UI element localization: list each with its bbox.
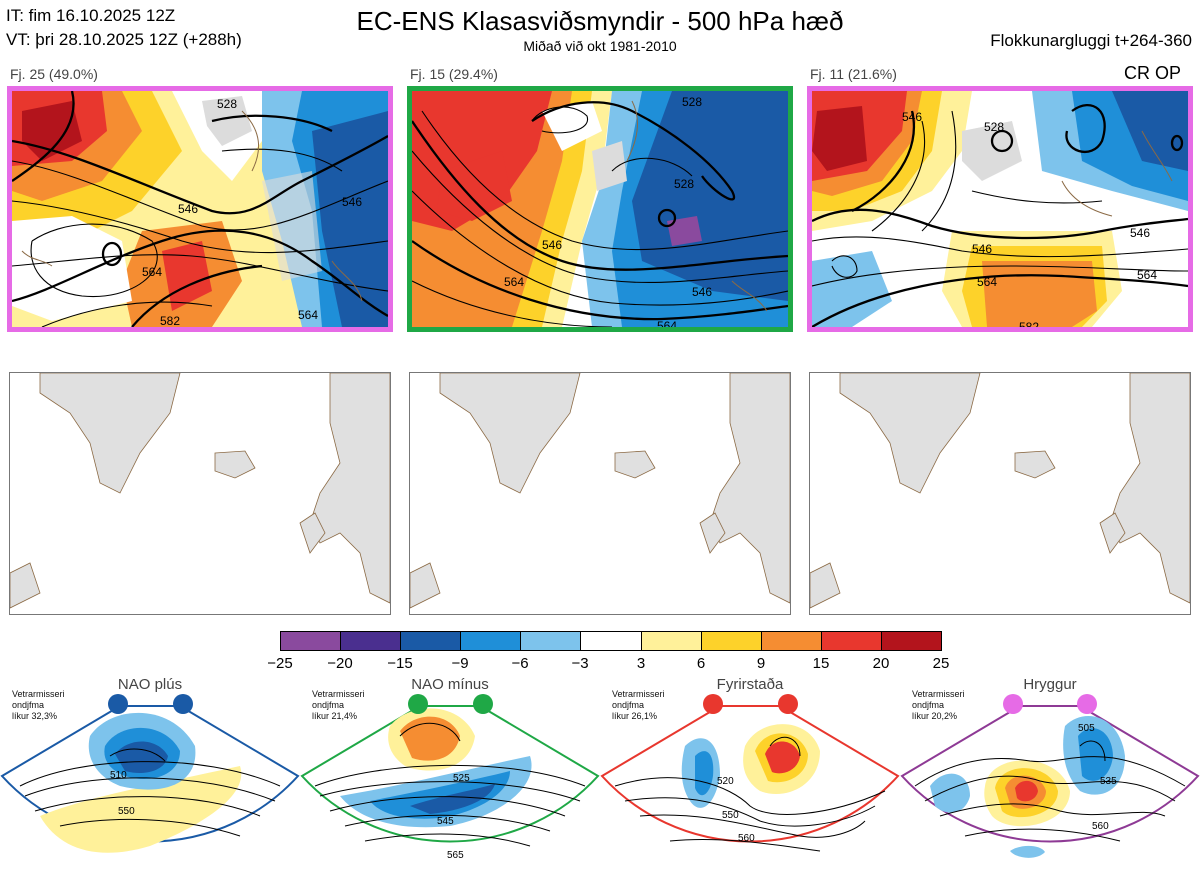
colorbar-tick: −20 (327, 655, 353, 672)
colorbar-tick: 20 (872, 655, 890, 672)
regime-name: NAO plús (117, 676, 183, 693)
colorbar-swatch (701, 632, 762, 650)
colorbar-tick: −3 (571, 655, 589, 672)
contour-label: 564 (657, 319, 677, 327)
base-map-2[interactable] (409, 372, 791, 615)
contour-label: 564 (504, 275, 524, 289)
colorbar-tick: −6 (511, 655, 529, 672)
colorbar-swatch (821, 632, 882, 650)
contour-label: 528 (217, 97, 237, 111)
regime-contour-label: 535 (1100, 776, 1117, 787)
contour-label: 546 (1130, 226, 1150, 240)
cluster-map-1[interactable]: 528 546 546 564 564 582 (7, 86, 393, 332)
panel-3-label: Fj. 11 (21.6%) (810, 66, 897, 82)
regime-contour-label: 520 (717, 776, 734, 787)
cluster-map-3-field: 528 546 546 546 564 564 582 (812, 91, 1188, 327)
contour-label: 582 (1019, 320, 1039, 327)
contour-label: 564 (1137, 268, 1157, 282)
base-map-2-land (410, 373, 790, 609)
regime-contour-label: 560 (1092, 821, 1109, 832)
colorbar-swatch (461, 632, 522, 650)
regime-nao-minus[interactable]: 525 545 565 NAO mínus Vetrarmisseri ondj… (300, 676, 600, 871)
cluster-map-1-field: 528 546 546 564 564 582 (12, 91, 388, 327)
contour-label: 546 (972, 242, 992, 256)
page-title: EC-ENS Klasasviðsmyndir - 500 hPa hæð (356, 6, 844, 36)
colorbar (280, 631, 942, 651)
regime-name: Hryggur (1023, 676, 1077, 693)
colorbar-tick: 6 (696, 655, 706, 672)
panel-2-label: Fj. 15 (29.4%) (410, 66, 498, 82)
colorbar-swatch (341, 632, 402, 650)
colorbar-swatch (761, 632, 822, 650)
colorbar-tick: 3 (636, 655, 646, 672)
contour-label: 582 (160, 314, 180, 327)
colorbar-tick: −15 (387, 655, 413, 672)
colorbar-swatch (581, 632, 642, 650)
regime-contour-label: 560 (738, 833, 755, 844)
contour-label: 546 (342, 195, 362, 209)
crop-label: CR OP (1124, 63, 1182, 83)
regime-info: Vetrarmisseri ondjfma líkur 20,2% (912, 689, 965, 721)
base-map-1-land (10, 373, 390, 609)
regime-contour-label: 505 (1078, 723, 1095, 734)
regime-nao-plus-map: 510 550 (0, 694, 300, 853)
base-map-3[interactable] (809, 372, 1191, 615)
colorbar-swatch (521, 632, 582, 650)
base-map-3-land (810, 373, 1190, 609)
page-subtitle: Miðað við okt 1981-2010 (523, 38, 677, 54)
contour-label: 546 (542, 238, 562, 252)
contour-label: 564 (977, 275, 997, 289)
regime-contour-label: 525 (453, 773, 470, 784)
regime-contour-label: 550 (118, 806, 135, 817)
regime-blocking[interactable]: 520 550 560 Fyrirstaða Vetrarmisseri ond… (600, 676, 900, 871)
colorbar-swatch (641, 632, 702, 650)
contour-label: 528 (682, 95, 702, 109)
panel-1-label: Fj. 25 (49.0%) (10, 66, 98, 82)
regime-info: Vetrarmisseri ondjfma líkur 21,4% (312, 689, 365, 721)
regime-contour-label: 510 (110, 770, 127, 781)
colorbar-swatch (401, 632, 462, 650)
contour-label: 564 (142, 265, 162, 279)
regime-ridge-map: 505 535 560 (900, 694, 1200, 858)
cluster-map-2-field: 528 546 546 564 564 528 (412, 91, 788, 327)
contour-label: 564 (298, 308, 318, 322)
colorbar-tick: 15 (812, 655, 830, 672)
colorbar-tick: 25 (932, 655, 950, 672)
colorbar-swatch (881, 632, 942, 650)
regime-nao-plus[interactable]: 510 550 NAO plús Vetrarmisseri ondjfma l… (0, 676, 300, 871)
regime-ridge[interactable]: 505 535 560 Hryggur Vetrarmisseri ondjfm… (900, 676, 1200, 871)
regime-contour-label: 545 (437, 816, 454, 827)
cluster-map-3[interactable]: 528 546 546 546 564 564 582 (807, 86, 1193, 332)
base-map-1[interactable] (9, 372, 391, 615)
colorbar-swatch (281, 632, 342, 650)
colorbar-tick: −25 (267, 655, 293, 672)
regime-name: NAO mínus (411, 676, 489, 693)
regime-info: Vetrarmisseri ondjfma líkur 32,3% (12, 689, 65, 721)
regime-info: Vetrarmisseri ondjfma líkur 26,1% (612, 689, 665, 721)
contour-label: 528 (674, 177, 694, 191)
regime-contour-label: 550 (722, 810, 739, 821)
clustering-window-label: Flokkunargluggi t+264-360 (990, 31, 1192, 50)
colorbar-tick: −9 (451, 655, 469, 672)
valid-time: VT: þri 28.10.2025 12Z (+288h) (6, 30, 242, 49)
contour-label: 546 (178, 202, 198, 216)
colorbar-tick: 9 (756, 655, 766, 672)
regime-contour-label: 565 (447, 850, 464, 861)
cluster-map-2[interactable]: 528 546 546 564 564 528 (407, 86, 793, 332)
regime-blocking-map: 520 550 560 (600, 694, 900, 852)
regime-nao-minus-map: 525 545 565 (300, 694, 600, 861)
contour-label: 528 (984, 120, 1004, 134)
regime-name: Fyrirstaða (716, 676, 784, 693)
contour-label: 546 (692, 285, 712, 299)
initial-time: IT: fim 16.10.2025 12Z (6, 6, 176, 25)
contour-label: 546 (902, 110, 922, 124)
